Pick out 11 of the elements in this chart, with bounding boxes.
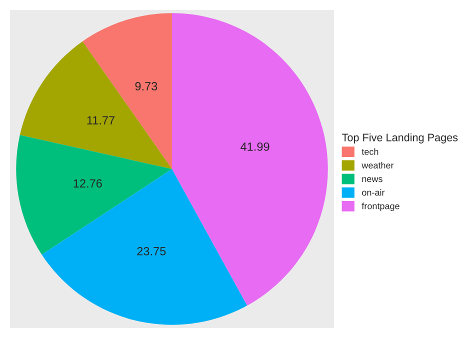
legend-title: Top Five Landing Pages (342, 133, 458, 144)
legend-label: on-air (362, 189, 385, 196)
data-label: 11.77 (87, 116, 114, 124)
legend-label: weather (362, 162, 394, 169)
data-label: 9.73 (135, 82, 158, 90)
legend-label: news (362, 177, 382, 182)
legend-label: tech (362, 148, 378, 155)
data-label: 23.75 (137, 247, 166, 256)
data-label: 41.99 (240, 142, 270, 151)
data-label: 12.76 (74, 179, 102, 188)
legend-label: frontpage (362, 202, 400, 212)
